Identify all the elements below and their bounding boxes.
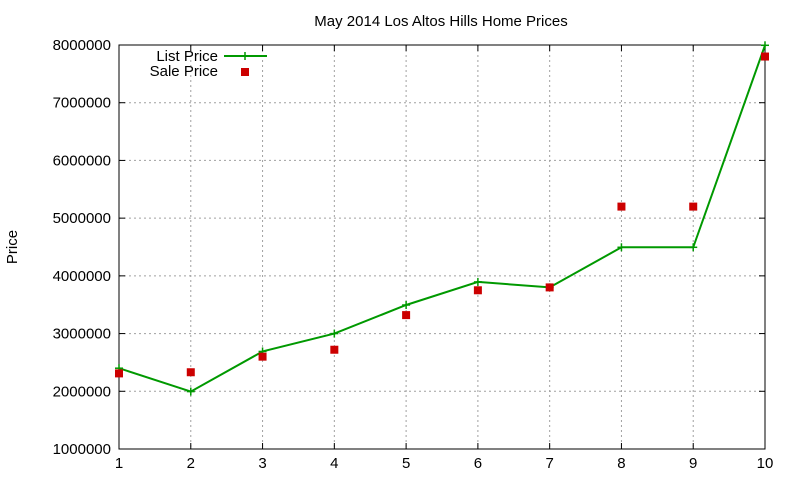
x-tick-label: 8 bbox=[617, 455, 625, 472]
tick-labels: 1 2 3 4 5 6 7 8 9 10 1000000 2000000 3000000 4000000 5… bbox=[53, 37, 774, 472]
chart-title: May 2014 Los Altos Hills Home Prices bbox=[314, 13, 567, 30]
list-price-point bbox=[473, 277, 482, 286]
y-tick-label: 6000000 bbox=[53, 152, 111, 169]
sale-price-point bbox=[330, 345, 339, 354]
series-layer bbox=[115, 41, 769, 396]
y-tick-label: 3000000 bbox=[53, 326, 111, 343]
sale-price-point bbox=[617, 202, 626, 211]
list-price-point bbox=[761, 41, 769, 50]
x-tick-label: 3 bbox=[258, 455, 266, 472]
y-tick-label: 5000000 bbox=[53, 210, 111, 227]
sale-price-point bbox=[545, 283, 554, 292]
legend-swatch-sale-price bbox=[241, 68, 249, 76]
plot-border bbox=[118, 44, 766, 450]
x-tick-label: 9 bbox=[689, 455, 697, 472]
x-tick-label: 4 bbox=[330, 455, 338, 472]
list-price-point bbox=[330, 329, 339, 338]
x-tick-label: 1 bbox=[115, 455, 123, 472]
legend-label-sale-price: Sale Price bbox=[150, 63, 218, 80]
y-tick-label: 8000000 bbox=[53, 37, 111, 54]
legend-swatch-list-price-marker bbox=[241, 52, 249, 60]
sale-price-point bbox=[258, 352, 267, 361]
x-tick-label: 2 bbox=[187, 455, 195, 472]
list-price-point bbox=[402, 301, 411, 310]
legend-label-list-price: List Price bbox=[156, 48, 218, 65]
sale-price-point bbox=[689, 202, 698, 211]
sale-price-point bbox=[186, 368, 195, 377]
y-axis-label: Price bbox=[4, 230, 21, 264]
y-tick-label: 2000000 bbox=[53, 383, 111, 400]
x-tick-label: 6 bbox=[474, 455, 482, 472]
sale-price-point bbox=[473, 286, 482, 295]
sale-price-point bbox=[761, 52, 769, 61]
list-price-point bbox=[689, 243, 698, 252]
x-tick-label: 10 bbox=[757, 455, 774, 472]
x-tick-label: 5 bbox=[402, 455, 410, 472]
y-tick-label: 4000000 bbox=[53, 268, 111, 285]
x-tick-label: 7 bbox=[545, 455, 553, 472]
sale-price-point bbox=[115, 369, 123, 378]
list-price-point bbox=[617, 243, 626, 252]
sale-price-point bbox=[402, 311, 411, 320]
y-tick-label: 7000000 bbox=[53, 95, 111, 112]
list-price-point bbox=[186, 387, 195, 396]
y-tick-label: 1000000 bbox=[53, 441, 111, 458]
list-price-line bbox=[118, 44, 766, 393]
axes bbox=[118, 44, 766, 450]
